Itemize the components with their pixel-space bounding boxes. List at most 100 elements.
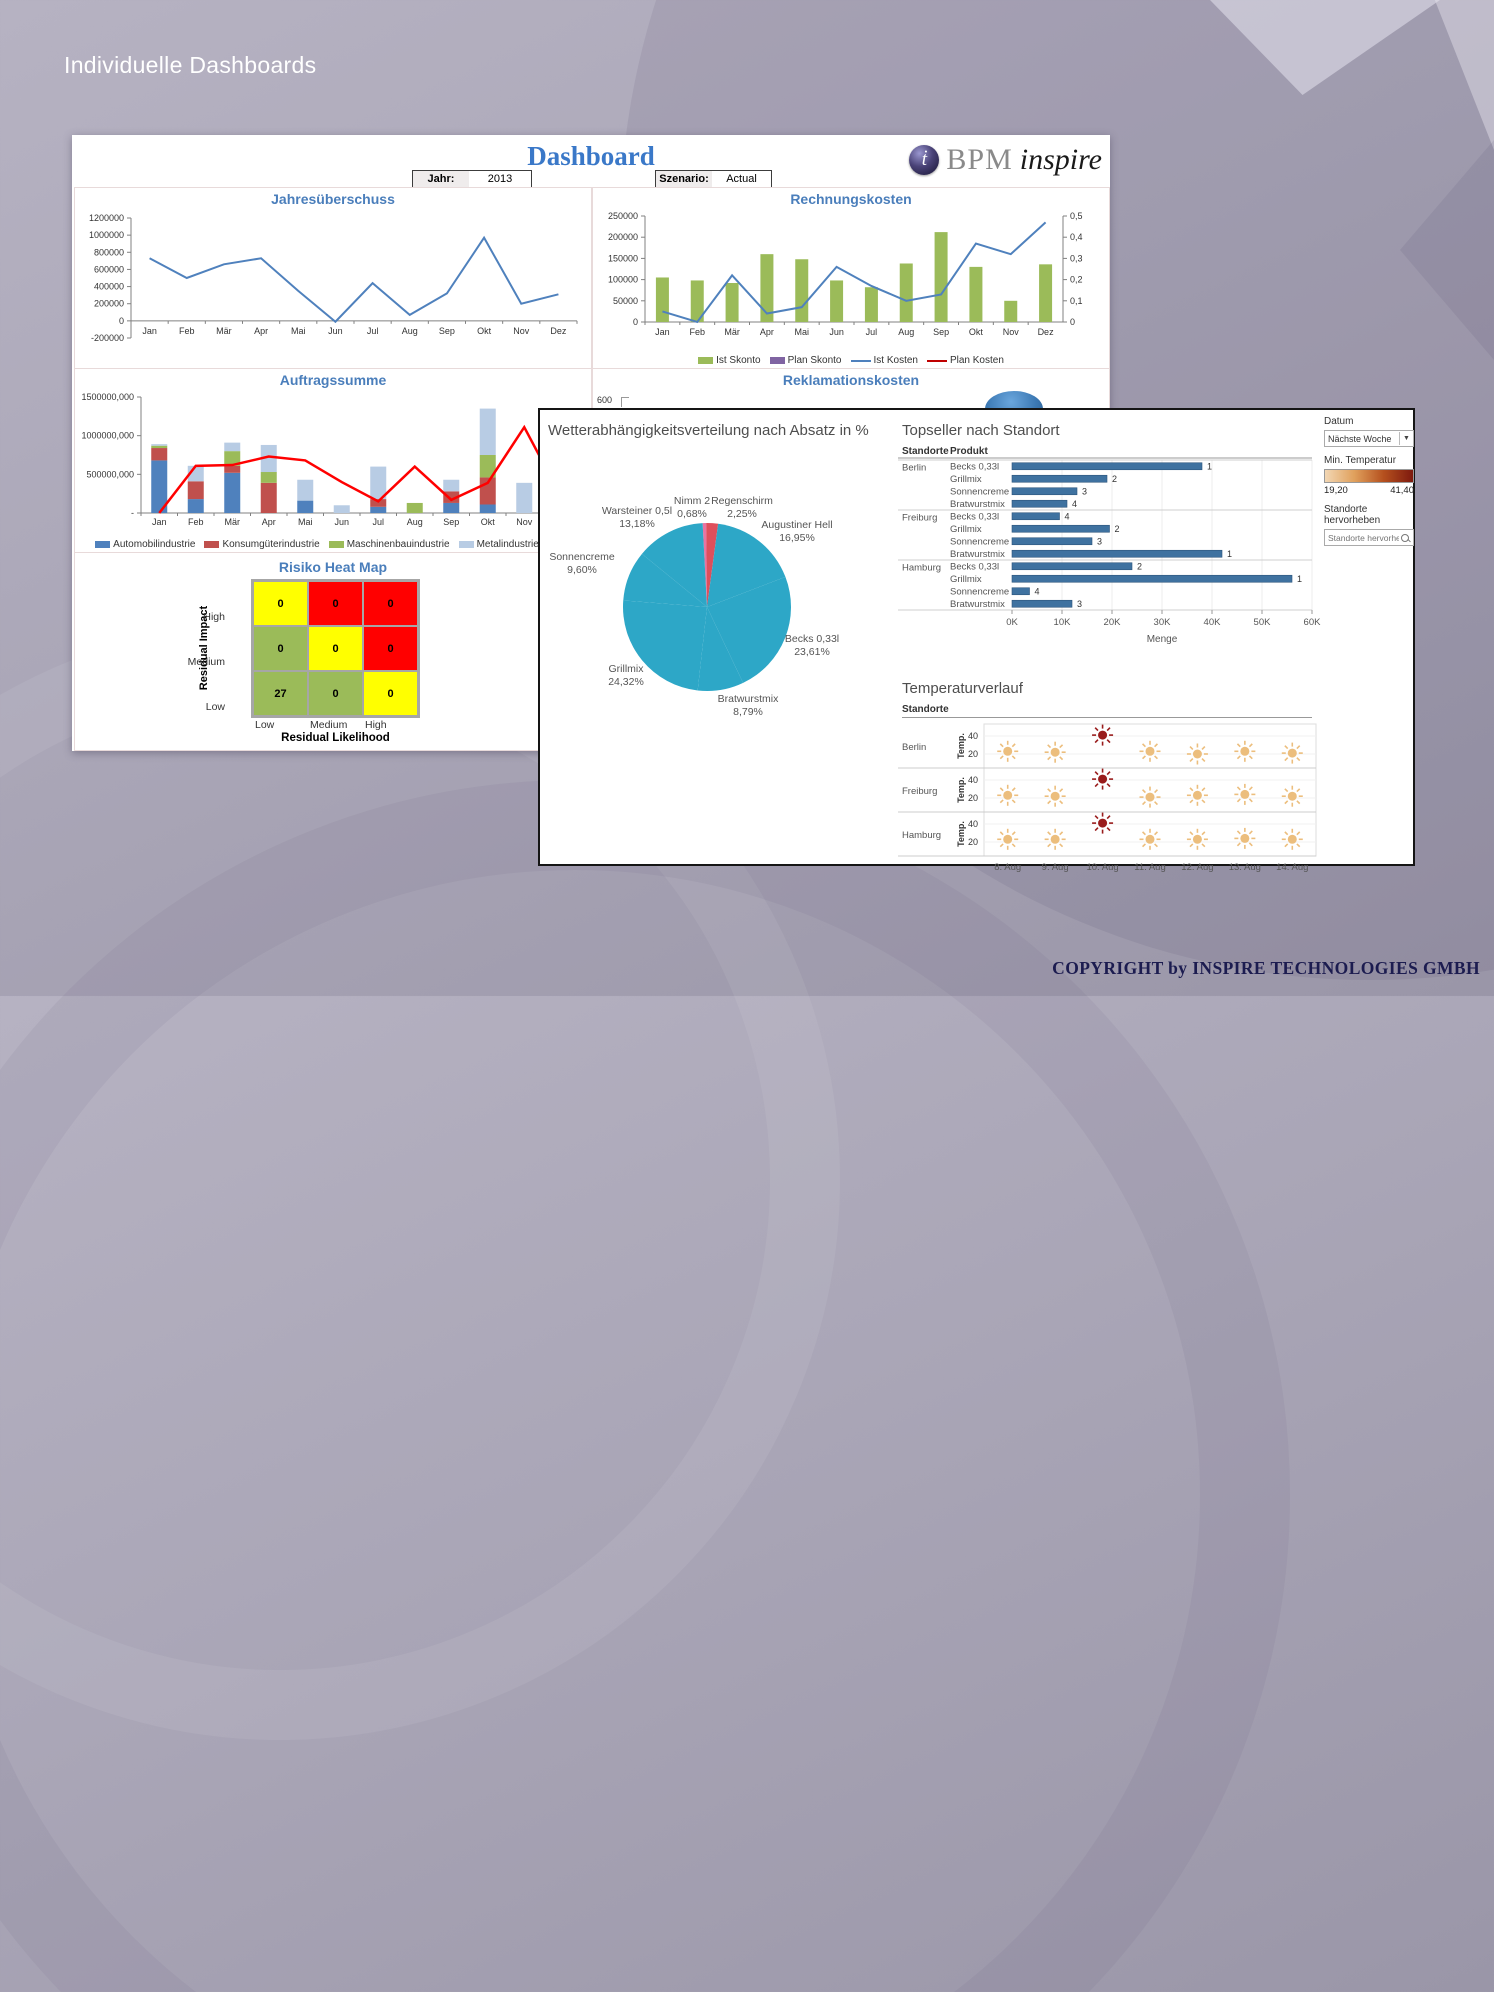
- svg-text:Temp.: Temp.: [956, 777, 966, 803]
- legend-item: Konsumgüterindustrie: [204, 539, 320, 550]
- svg-text:Mär: Mär: [225, 517, 241, 527]
- bpm-logo-icon: ṫ: [909, 145, 940, 175]
- legend-label: Ist Skonto: [716, 355, 761, 366]
- ist-skonto-bar: [864, 287, 878, 322]
- svg-text:Apr: Apr: [760, 327, 774, 337]
- stacked-bar-segment: [151, 460, 168, 513]
- svg-text:Jun: Jun: [334, 517, 349, 527]
- legend-label: Plan Skonto: [787, 355, 842, 366]
- svg-text:Freiburg: Freiburg: [902, 513, 937, 524]
- stacked-bar-segment: [370, 506, 387, 513]
- jahresueberschuss-line: [149, 235, 559, 324]
- svg-text:0K: 0K: [1006, 617, 1018, 628]
- ist-skonto-bar: [655, 277, 669, 322]
- svg-text:Grillmix: Grillmix: [950, 524, 982, 535]
- sun-icon: [1044, 741, 1066, 763]
- rechnungskosten-chart: 0 50000 100000 150000 200000 250000 0 0,1 0,2 0,3…: [595, 210, 1107, 347]
- ist-skonto-bar: [830, 280, 844, 322]
- stacked-bar-segment: [151, 444, 168, 446]
- svg-text:4: 4: [1072, 499, 1077, 509]
- standorte-search-box[interactable]: [1324, 529, 1414, 546]
- svg-text:Okt: Okt: [969, 327, 984, 337]
- svg-text:Dez: Dez: [1038, 327, 1055, 337]
- svg-text:0: 0: [633, 317, 638, 327]
- svg-text:2: 2: [1115, 524, 1120, 534]
- sun-icon: [1139, 786, 1161, 808]
- chart-panel-rechnungskosten: Rechnungskosten 0 50000 100000 150000 200000…: [592, 187, 1110, 370]
- svg-text:Dez: Dez: [550, 326, 567, 336]
- svg-text:1: 1: [1227, 549, 1232, 559]
- chevron-down-icon[interactable]: ▼: [1399, 432, 1413, 445]
- chart-panel-auftragssumme: Auftragssumme - 500000,000 1000000,000 1500…: [74, 368, 592, 554]
- heatmap-cell: 0: [363, 671, 418, 716]
- svg-text:40K: 40K: [1204, 617, 1222, 628]
- svg-text:Freiburg: Freiburg: [902, 786, 937, 797]
- slide-title: Individuelle Dashboards: [64, 52, 317, 78]
- weather-pie-chart: Nimm 2 0,68% Regenschirm 2,25% Augustiner He…: [540, 410, 900, 740]
- svg-text:250000: 250000: [608, 211, 638, 221]
- svg-text:Jan: Jan: [142, 326, 157, 336]
- filter-panel: Datum Nächste Woche ▼ Min. Temperatur 19…: [1324, 416, 1414, 546]
- svg-text:Jun: Jun: [829, 327, 844, 337]
- svg-text:2: 2: [1112, 474, 1117, 484]
- sun-icon: [1281, 742, 1303, 764]
- heatmap-row-label: High: [203, 611, 225, 623]
- legend-label: Konsumgüterindustrie: [222, 539, 320, 550]
- datum-dropdown[interactable]: Nächste Woche ▼: [1324, 430, 1414, 447]
- svg-text:Jul: Jul: [367, 326, 379, 336]
- svg-text:Sonnencreme: Sonnencreme: [950, 486, 1009, 497]
- svg-text:-: -: [131, 508, 134, 518]
- legend-label: Plan Kosten: [949, 355, 1004, 366]
- logo-text-inspire: inspire: [1019, 143, 1102, 176]
- topseller-bar: [1011, 462, 1203, 471]
- svg-text:Jun: Jun: [328, 326, 343, 336]
- ist-skonto-bar: [1004, 300, 1018, 322]
- ist-skonto-bar: [795, 259, 809, 322]
- highlight-label: Standorte hervorheben: [1324, 504, 1381, 526]
- pie-slice: [707, 523, 786, 607]
- sun-icon: [1234, 740, 1256, 762]
- ist-skonto-bar: [725, 282, 739, 322]
- jahresueberschuss-chart: -200000 0 200000 400000 600000 800000 1000000 1…: [77, 210, 587, 367]
- standorte-search-input[interactable]: [1325, 531, 1401, 544]
- svg-text:40: 40: [968, 819, 978, 829]
- stacked-bar-segment: [151, 445, 168, 449]
- legend-item: Ist Kosten: [850, 355, 918, 366]
- svg-text:Mär: Mär: [724, 327, 740, 337]
- svg-text:Bratwurstmix: Bratwurstmix: [950, 549, 1005, 560]
- svg-text:10K: 10K: [1054, 617, 1072, 628]
- legend-marker: [328, 541, 344, 548]
- auftragssumme-legend: Automobilindustrie Konsumgüterindustrie Ma…: [75, 539, 591, 550]
- chart-title: Rechnungskosten: [790, 191, 912, 207]
- svg-text:Temp.: Temp.: [956, 821, 966, 847]
- excel-dashboard-window: Dashboard ṫ BPM inspire Jahr: 2013 Szena…: [72, 135, 1110, 751]
- legend-item: Ist Skonto: [698, 355, 761, 366]
- heatmap-title: Risiko Heat Map: [278, 559, 388, 575]
- topseller-title: Topseller nach Standort: [902, 422, 1060, 439]
- legend-marker: [95, 541, 111, 548]
- stacked-bar-segment: [443, 491, 460, 503]
- weather-dashboard-window: Nimm 2 0,68% Regenschirm 2,25% Augustiner He…: [538, 408, 1415, 873]
- jahr-field: Jahr: 2013: [412, 170, 532, 189]
- svg-text:Sep: Sep: [933, 327, 949, 337]
- heatmap-cell: 0: [308, 626, 363, 671]
- svg-text:40: 40: [968, 775, 978, 785]
- heatmap-cell: 0: [253, 581, 308, 626]
- topseller-bar: [1011, 574, 1293, 583]
- svg-text:1000000,000: 1000000,000: [81, 431, 134, 441]
- svg-text:Okt: Okt: [477, 326, 492, 336]
- temperaturverlauf-title: Temperaturverlauf: [902, 680, 1023, 697]
- legend-marker: [769, 357, 785, 364]
- svg-text:50K: 50K: [1254, 617, 1272, 628]
- jahr-label: Jahr:: [413, 171, 469, 188]
- temperature-gradient-legend: [1324, 469, 1414, 483]
- sun-icon: [1234, 783, 1256, 805]
- svg-text:0,4: 0,4: [1070, 232, 1083, 242]
- szenario-value[interactable]: Actual: [712, 171, 771, 188]
- jahr-value[interactable]: 2013: [469, 171, 531, 188]
